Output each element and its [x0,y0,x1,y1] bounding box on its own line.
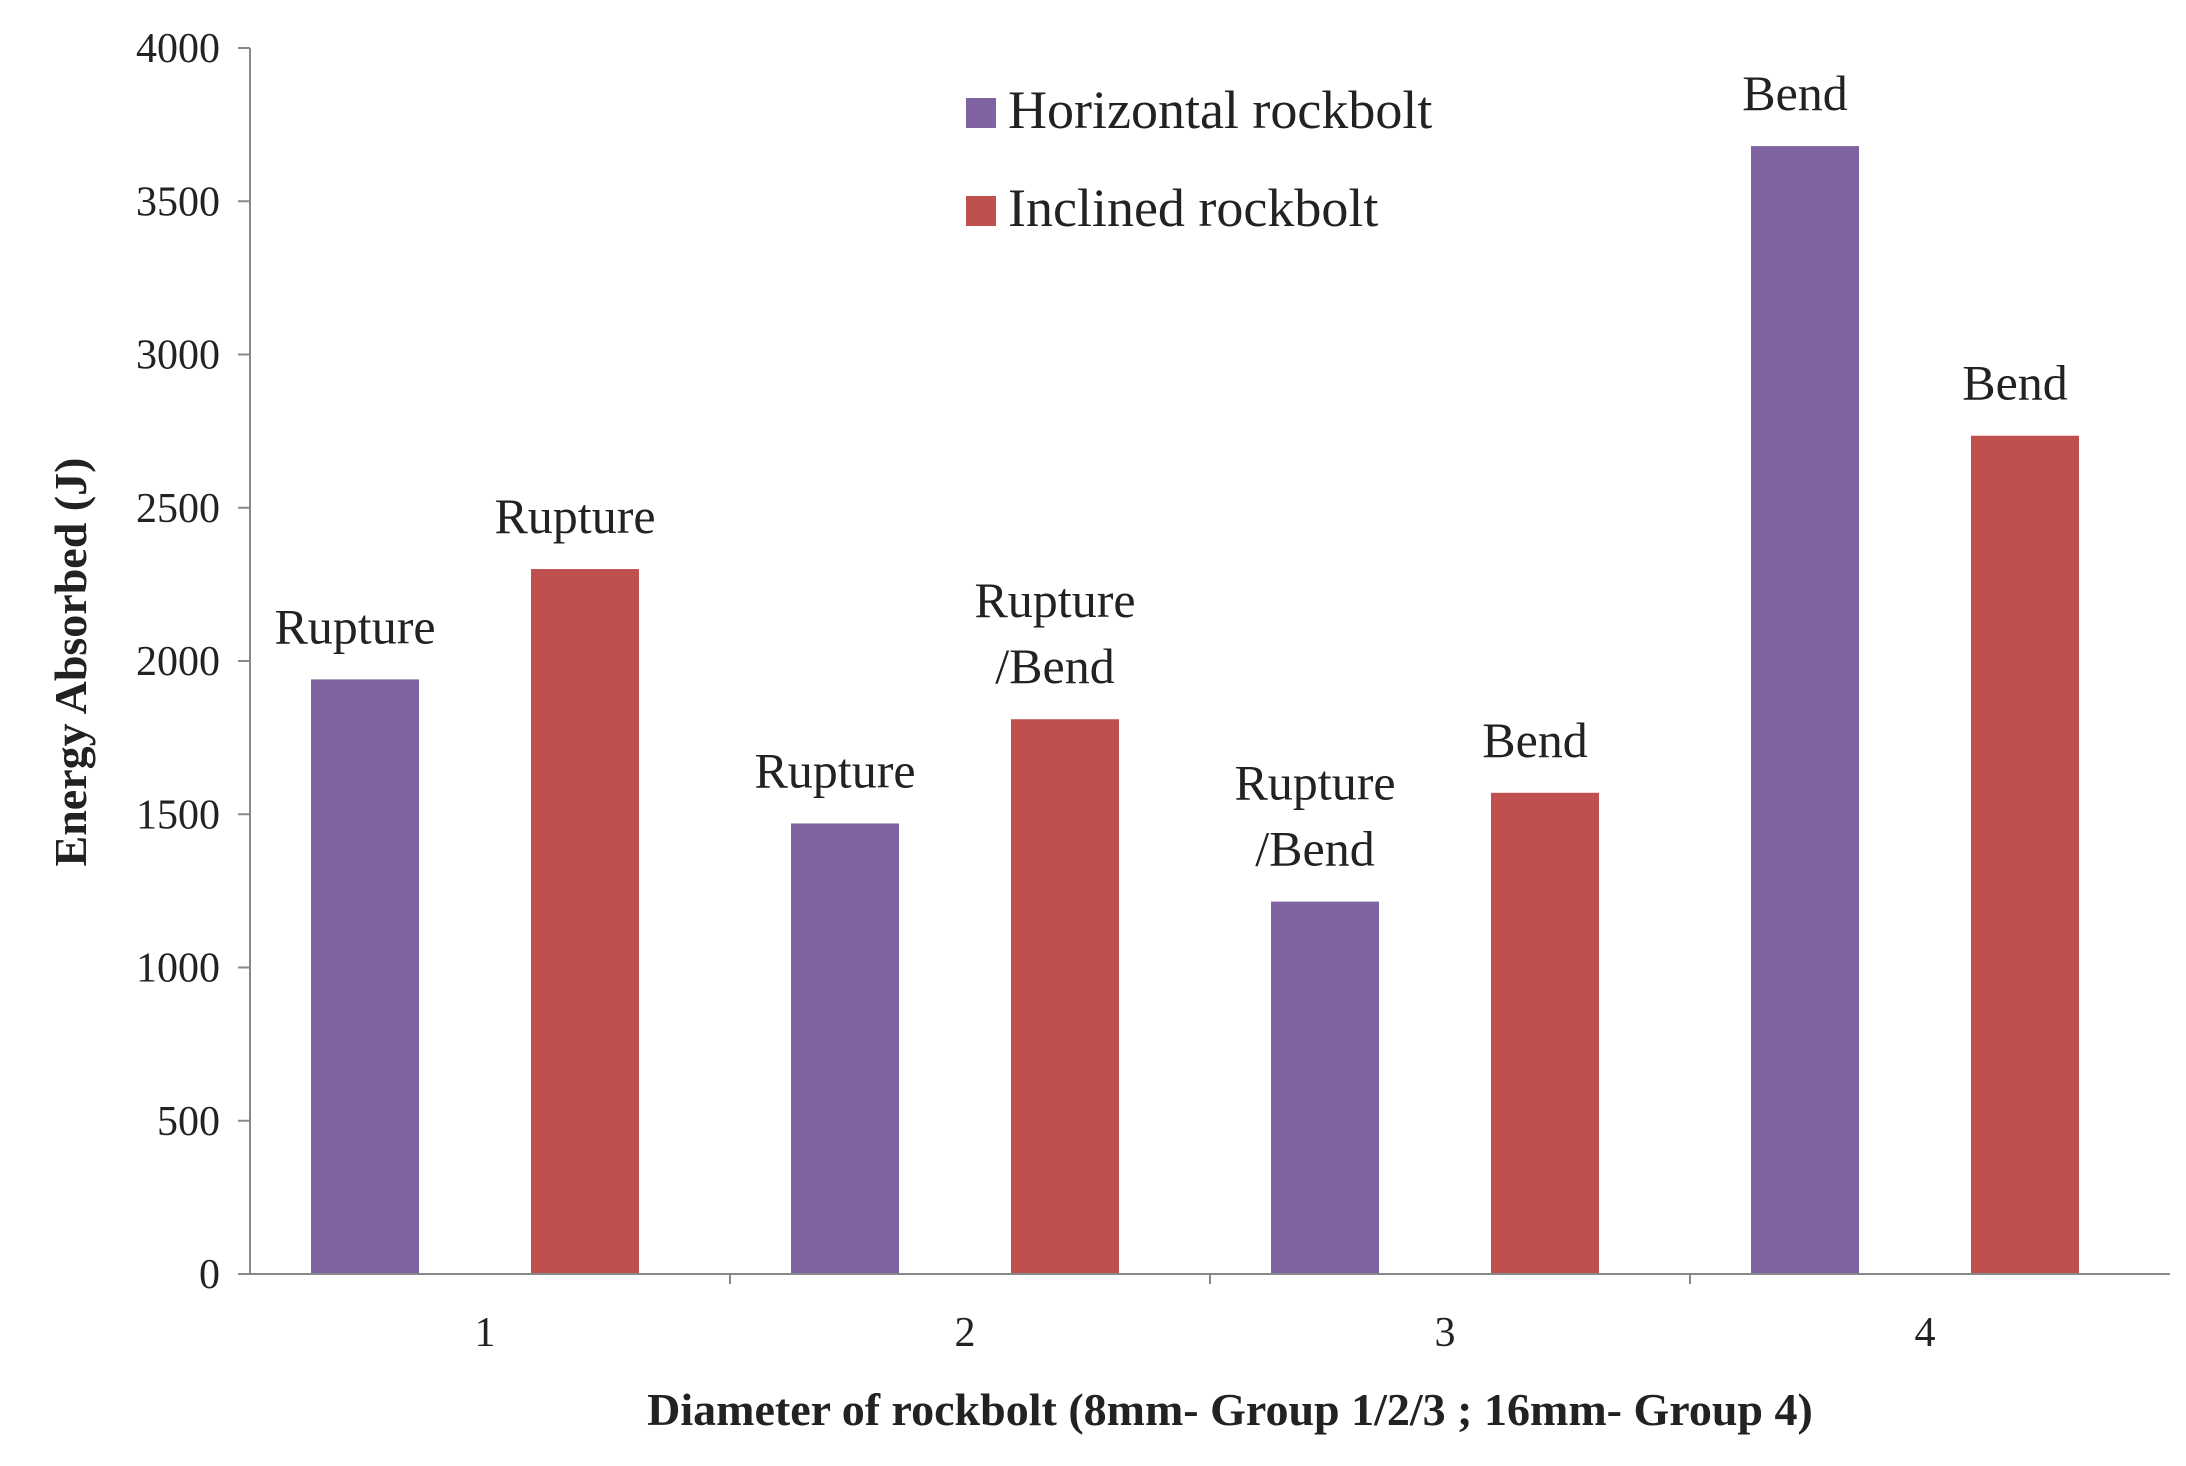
y-tick-label: 2500 [136,486,220,532]
bar-horizontal-4 [1751,146,1859,1275]
bar-annotation: /Bend [1255,821,1374,877]
x-tick-label: 2 [955,1310,976,1356]
y-tick-label: 1000 [136,946,220,992]
bar-horizontal-3 [1271,901,1379,1274]
bar-inclined-1 [531,569,639,1274]
y-axis-title: Energy Absorbed (J) [45,458,96,867]
bar-annotation: Bend [1482,712,1588,768]
x-tick-label: 3 [1435,1310,1456,1356]
bar-annotation: Rupture [1234,755,1395,811]
bar-annotation: Rupture [274,598,435,654]
bar-annotation: Rupture [754,742,915,798]
x-tick-label: 1 [475,1310,496,1356]
y-tick-label: 3000 [136,333,220,379]
labels-layer: Rupture Rupture Rupture Rupture/Bend Rupture… [274,65,2067,877]
bar-inclined-4 [1971,435,2079,1274]
ticks-layer: 0 500 1000 1500 2000 2500 3000 3500 4000 1 2 3 4 [136,26,1936,1356]
bar-annotation: /Bend [995,638,1114,694]
legend-swatch-inclined [966,196,996,226]
legend-swatch-horizontal [966,98,996,128]
bar-inclined-2 [1011,719,1119,1274]
bar-annotation: Bend [1962,355,2068,411]
legend: Horizontal rockbolt Inclined rockbolt [966,80,1432,238]
bar-annotation: Rupture [494,488,655,544]
x-tick-label: 4 [1915,1310,1936,1356]
bar-inclined-3 [1491,792,1599,1274]
bar-horizontal-1 [311,679,419,1274]
legend-label-horizontal: Horizontal rockbolt [1008,80,1432,140]
y-tick-label: 0 [199,1252,220,1298]
y-tick-label: 3500 [136,179,220,225]
y-tick-label: 2000 [136,639,220,685]
bar-annotation: Bend [1742,65,1848,121]
y-tick-label: 500 [157,1099,220,1145]
x-axis-title: Diameter of rockbolt (8mm- Group 1/2/3 ;… [647,1384,1813,1435]
y-tick-label: 1500 [136,792,220,838]
legend-label-inclined: Inclined rockbolt [1008,178,1378,238]
bar-horizontal-2 [791,823,899,1274]
y-tick-label: 4000 [136,26,220,72]
bars-layer [311,146,2079,1275]
bar-annotation: Rupture [974,572,1135,628]
